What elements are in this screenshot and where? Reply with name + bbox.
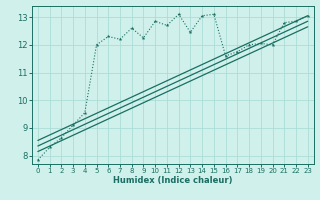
X-axis label: Humidex (Indice chaleur): Humidex (Indice chaleur) bbox=[113, 176, 233, 185]
